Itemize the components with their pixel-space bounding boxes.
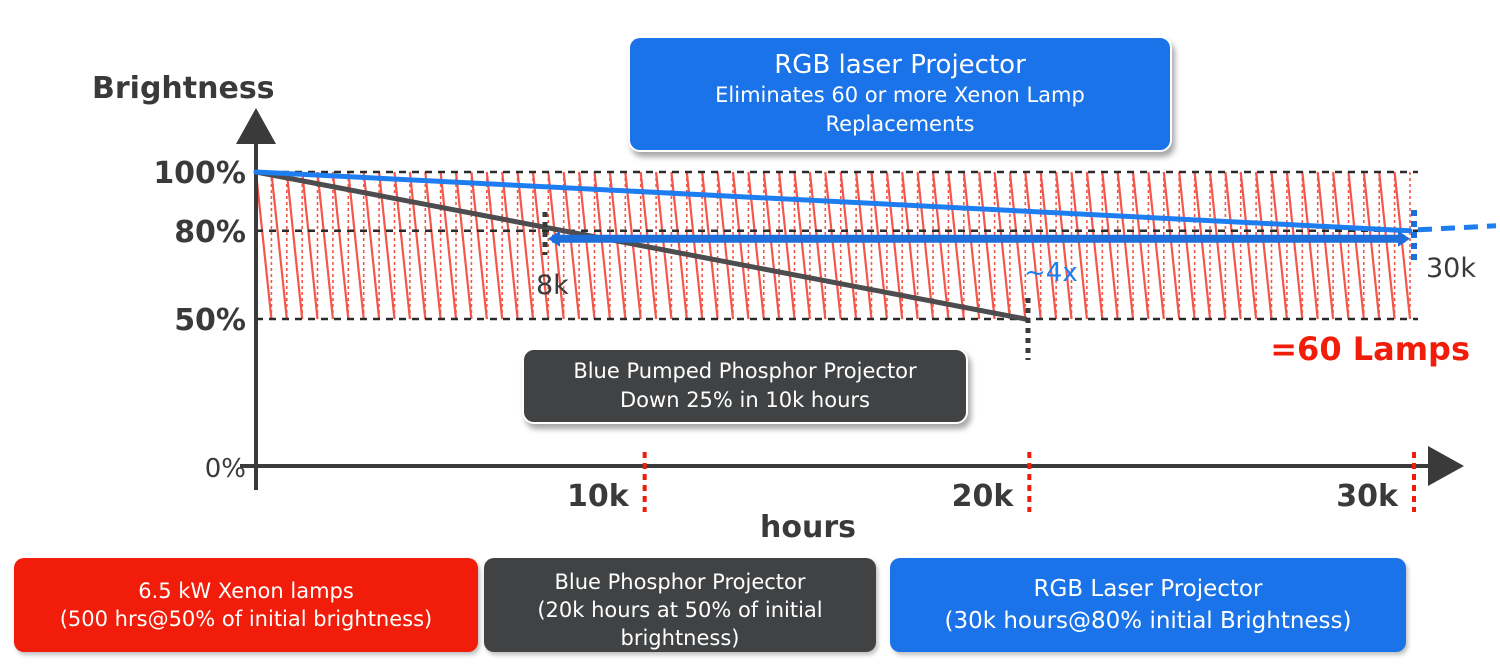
- x-tick-label: 30k: [1336, 479, 1399, 514]
- xenon-sawtooth-series: [254, 171, 1412, 320]
- tick-marks: [542, 210, 1417, 512]
- legend-blue-detail-2: brightness): [620, 626, 740, 650]
- annotation-8k: 8k: [536, 270, 569, 301]
- annotation-60-lamps: =60 Lamps: [1270, 330, 1470, 368]
- reference-guides: [256, 170, 1418, 321]
- legend-rgb-laser: RGB Laser Projector (30k hours@80% initi…: [890, 558, 1406, 652]
- y-tick-label: 100%: [153, 156, 246, 191]
- blue-callout-line2: Down 25% in 10k hours: [620, 388, 870, 412]
- x-tick-label: 20k: [952, 479, 1015, 514]
- legend-blue-detail: (20k hours at 50% of initial: [537, 598, 823, 622]
- y-tick-label: 80%: [174, 215, 246, 250]
- projector-series: [253, 169, 1497, 322]
- axes: [236, 108, 1464, 490]
- xenon-sawtooth-recoveries: [270, 172, 1411, 319]
- x-axis-title: hours: [760, 510, 856, 545]
- legend-xenon: 6.5 kW Xenon lamps (500 hrs@50% of initi…: [14, 558, 478, 652]
- legend-blue-title: Blue Phosphor Projector: [554, 570, 806, 594]
- xenon-sawtooth-drops: [254, 171, 1412, 320]
- chart-labels: Brightness hours 8k ~4x 30k =60 Lamps 0%…: [92, 71, 1476, 545]
- rgb-laser-extension: [1417, 223, 1497, 233]
- rgb-callout-title: RGB laser Projector: [774, 50, 1026, 80]
- blue-phosphor-line: [253, 169, 1028, 322]
- y-tick-label: 50%: [174, 303, 246, 338]
- legend-rgb-detail: (30k hours@80% initial Brightness): [944, 608, 1352, 634]
- legend-xenon-title: 6.5 kW Xenon lamps: [138, 579, 354, 603]
- y-tick-label: 0%: [205, 454, 246, 484]
- x-tick-label: 10k: [567, 479, 630, 514]
- rgb-laser-line: [253, 169, 1413, 234]
- rgb-callout-line3: Replacements: [825, 112, 975, 136]
- legend-rgb-title: RGB Laser Projector: [1033, 576, 1263, 602]
- rgb-laser-callout: RGB laser Projector Eliminates 60 or mor…: [628, 36, 1172, 152]
- y-axis-title: Brightness: [92, 71, 275, 106]
- legend-xenon-detail: (500 hrs@50% of initial brightness): [59, 607, 433, 631]
- blue-callout-title: Blue Pumped Phosphor Projector: [573, 359, 917, 383]
- annotation-30k: 30k: [1426, 253, 1476, 284]
- annotation-4x: ~4x: [1024, 258, 1078, 288]
- blue-phosphor-callout: Blue Pumped Phosphor Projector Down 25% …: [522, 348, 968, 424]
- four-x-arrow-head-left: [548, 230, 560, 247]
- four-x-arrow-head-right: [1398, 230, 1410, 247]
- legend-blue-phosphor: Blue Phosphor Projector (20k hours at 50…: [484, 558, 876, 652]
- rgb-callout-line2: Eliminates 60 or more Xenon Lamp: [715, 83, 1085, 107]
